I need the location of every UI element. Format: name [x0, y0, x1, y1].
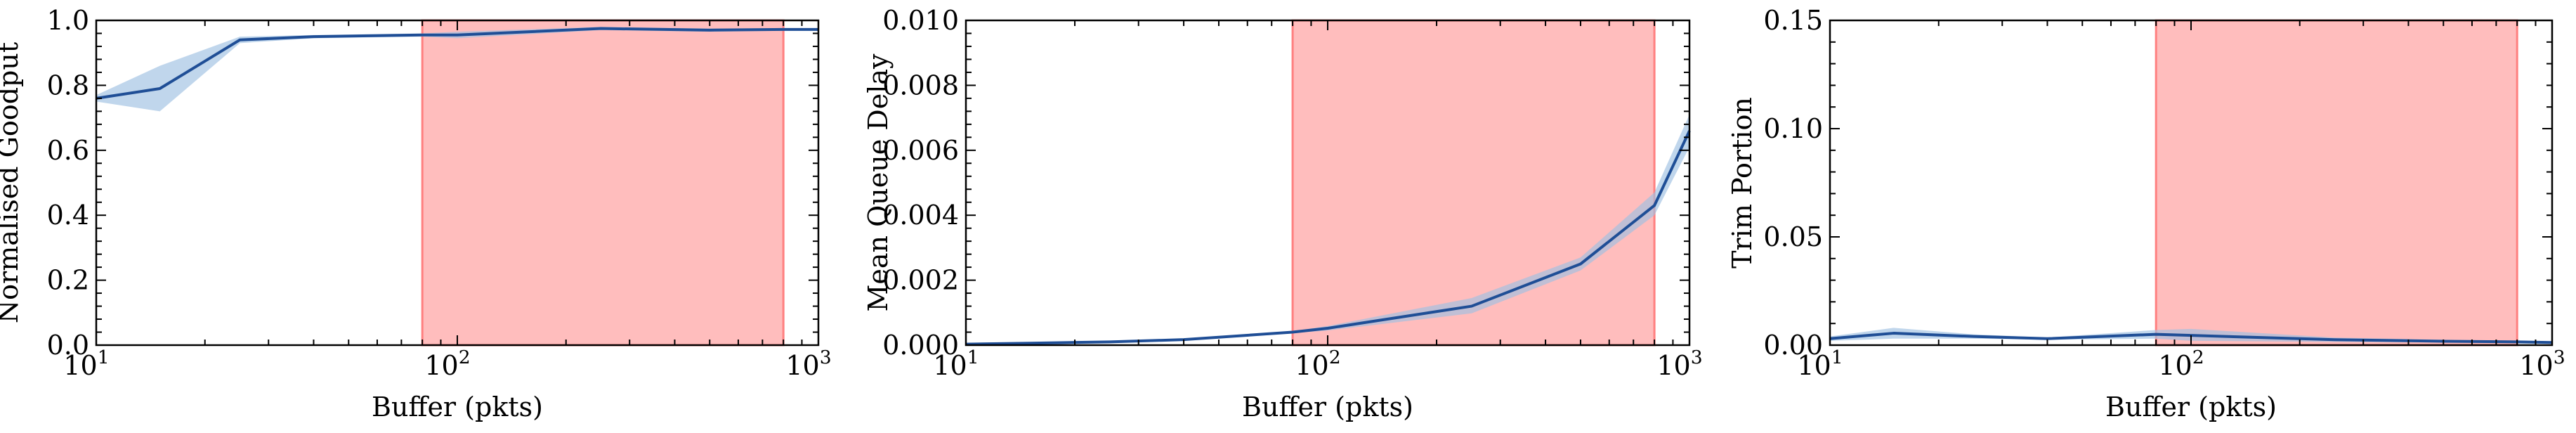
y-tick-label: 0.004	[882, 200, 959, 231]
series-line	[96, 27, 818, 100]
y-tick-label: 1.0	[47, 5, 89, 36]
confidence-band	[96, 27, 818, 112]
x-tick-label: 101	[63, 347, 109, 381]
y-tick-label: 0.006	[882, 135, 959, 166]
x-axis-label: Buffer (pkts)	[1242, 392, 1413, 422]
series-line	[965, 130, 1691, 346]
chart-panel-2: 101 102 103 0.000 0.002 0.004 0.006 0.008 0.010 B…	[863, 5, 1703, 422]
y-tick-label: 0.05	[1763, 221, 1823, 252]
y-tick-label: 0.6	[47, 135, 89, 166]
x-tick-label: 101	[1797, 347, 1843, 381]
x-tick-label: 102	[1295, 347, 1340, 381]
shaded-region	[1291, 19, 1656, 347]
x-tick-label: 103	[1656, 347, 1702, 381]
y-tick-label: 0.008	[882, 70, 959, 101]
y-tick-label: 0.10	[1763, 113, 1823, 144]
y-tick-label: 0.000	[882, 330, 959, 361]
y-tick-label: 0.00	[1763, 330, 1823, 361]
x-tick-label: 102	[2158, 347, 2204, 381]
y-tick-label: 0.010	[882, 5, 959, 36]
shaded-region	[2155, 19, 2518, 347]
shaded-region	[421, 19, 785, 347]
x-axis-label: Buffer (pkts)	[372, 392, 543, 422]
y-axis-label: Mean Queue Delay	[863, 53, 894, 312]
chart-panel-1: 101 102 103 0.0 0.2 0.4 0.6 0.8 1.0 Buffer (pkts)…	[0, 5, 832, 422]
y-tick-label: 0.002	[882, 265, 959, 296]
y-tick-label: 0.15	[1763, 5, 1823, 36]
series-line	[1829, 332, 2553, 344]
confidence-band	[966, 114, 1689, 345]
y-axis-label: Normalised Goodput	[0, 42, 24, 323]
y-tick-label: 0.0	[47, 330, 89, 361]
x-tick-label: 101	[933, 347, 979, 381]
x-tick-label: 103	[2519, 347, 2565, 381]
x-axis-label: Buffer (pkts)	[2105, 392, 2277, 422]
x-tick-label: 103	[785, 347, 831, 381]
y-tick-label: 0.2	[47, 265, 89, 296]
y-axis-label: Trim Portion	[1727, 97, 1758, 269]
y-tick-label: 0.8	[47, 70, 89, 101]
x-tick-label: 102	[424, 347, 470, 381]
chart-panel-3: 101 102 103 0.00 0.05 0.10 0.15 Buffer (pkts) Tr…	[1727, 5, 2565, 422]
y-tick-label: 0.4	[47, 200, 89, 231]
